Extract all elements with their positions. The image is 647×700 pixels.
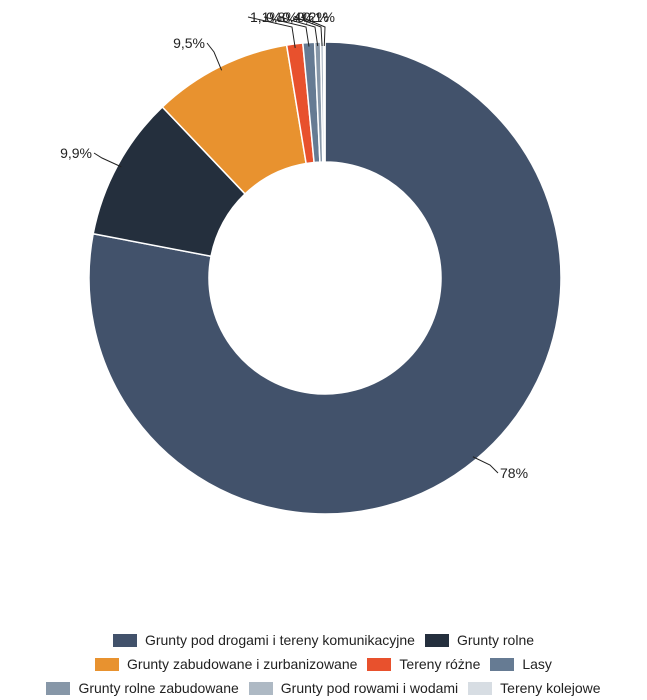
legend-label: Grunty zabudowane i zurbanizowane [127,656,358,672]
legend-swatch [95,657,120,671]
legend-label: Grunty rolne zabudowane [78,680,239,696]
legend-row: Grunty zabudowane i zurbanizowane Tereny… [0,652,647,676]
slice-grunty-pod-drogami-i-tereny-komunikacyjne[interactable] [88,41,562,515]
leader-line [93,152,122,168]
leader-line [263,16,310,47]
leader-lines-group [93,16,499,474]
slice-label-lasy: 0,8% [266,9,298,25]
slice-labels-group: 78% 9,9% 9,5% 1,1%0,8%0,4%0,2%0,1% [60,9,528,481]
legend-label: Grunty pod rowami i wodami [280,680,459,696]
slice-label-grunty-pod-rowami-i-wodami: 0,2% [297,9,329,25]
legend-swatch [248,681,273,695]
legend-label: Tereny kolejowe [500,680,601,696]
legend-item-drogi[interactable]: Grunty pod drogami i tereny komunikacyjn… [112,632,415,648]
leader-line [279,16,319,47]
slice-label-grunty-zabudowane-i-zurbanizowane: 9,5% [173,35,205,51]
legend-row: Grunty pod drogami i tereny komunikacyjn… [0,628,647,652]
legend-item-grunty-rolne[interactable]: Grunty rolne [424,632,535,648]
legend-label: Lasy [522,656,552,672]
slices-group [88,41,562,515]
legend-item-tereny-kolejowe[interactable]: Tereny kolejowe [468,680,601,696]
legend-swatch [468,681,493,695]
legend-label: Grunty rolne [456,632,535,648]
legend-item-rowy-wody[interactable]: Grunty pod rowami i wodami [248,680,459,696]
slice-label-tereny-kolejowe: 0,1% [303,9,335,25]
donut-chart: 78% 9,9% 9,5% 1,1%0,8%0,4%0,2%0,1% [60,9,562,515]
legend-swatch [367,657,392,671]
legend-swatch [112,633,137,647]
legend-item-zabudowane[interactable]: Grunty zabudowane i zurbanizowane [95,656,357,672]
legend-row: Grunty rolne zabudowane Grunty pod rowam… [0,676,647,700]
slice-tereny-kolejowe[interactable] [322,41,326,163]
legend: Grunty pod drogami i tereny komunikacyjn… [0,628,647,700]
slice-label-grunty-pod-drogami-i-tereny-komunikacyjne: 78% [500,465,528,481]
legend-swatch [46,681,71,695]
slice-label-tereny-rozne: 1,1% [250,9,282,25]
leader-line [206,42,223,71]
leader-line [472,456,499,474]
legend-label: Tereny różne [399,656,481,672]
slice-label-grunty-rolne-zabudowane: 0,4% [282,9,314,25]
leader-line [300,16,326,47]
leader-line [294,16,323,47]
legend-item-tereny-rozne[interactable]: Tereny różne [367,656,480,672]
leader-line [247,16,296,48]
legend-swatch [424,633,449,647]
legend-item-rolne-zabudowane[interactable]: Grunty rolne zabudowane [46,680,239,696]
legend-swatch [490,657,515,671]
legend-item-lasy[interactable]: Lasy [490,656,552,672]
slice-label-grunty-rolne: 9,9% [60,145,92,161]
legend-label: Grunty pod drogami i tereny komunikacyjn… [144,632,415,648]
